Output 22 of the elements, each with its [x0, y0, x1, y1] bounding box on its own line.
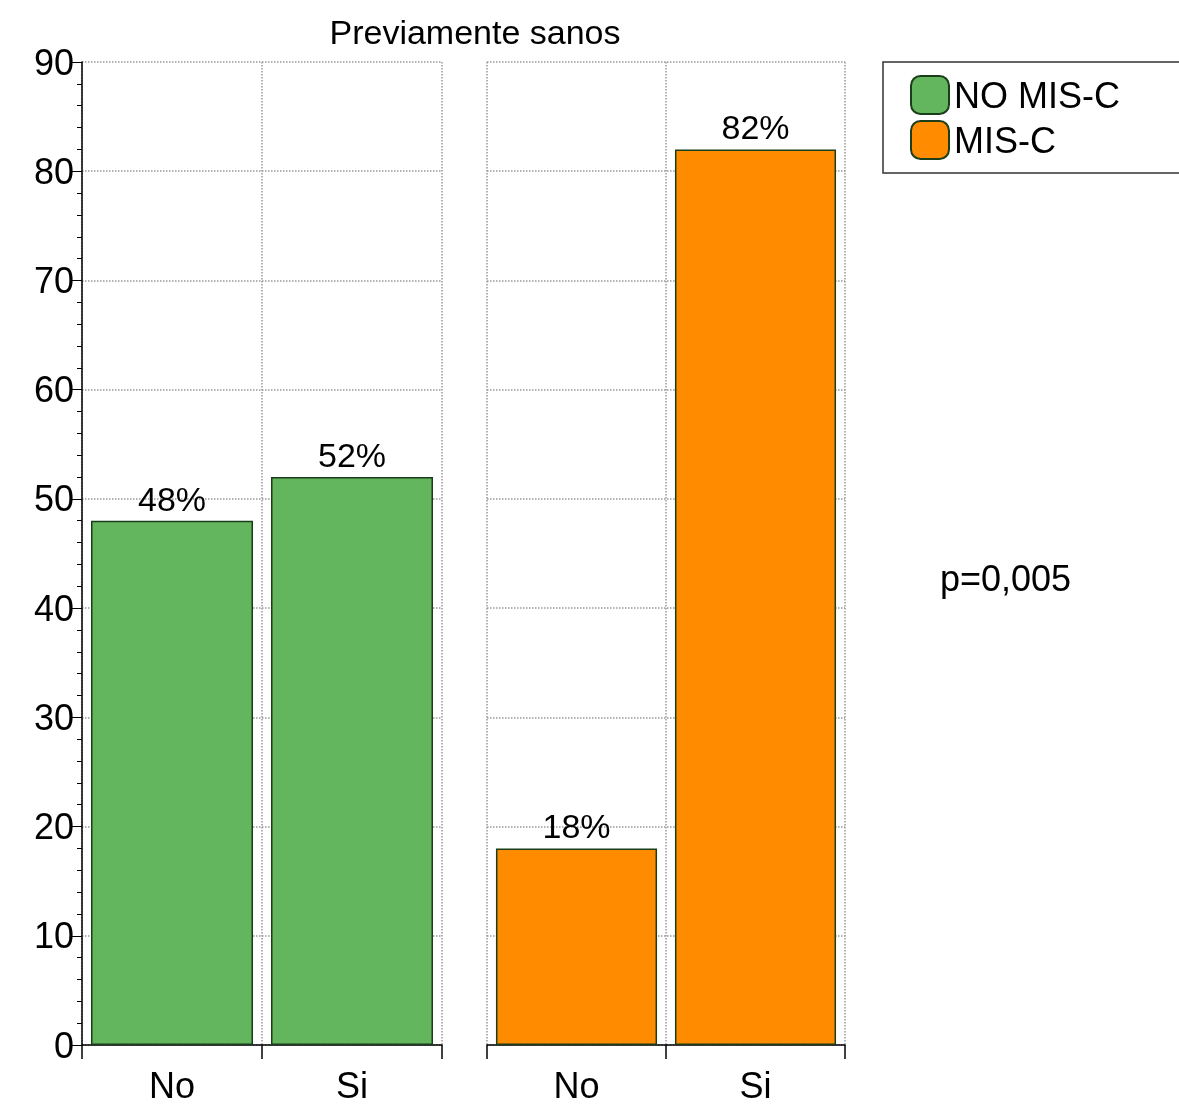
x-tick-label: Si — [739, 1064, 772, 1106]
x-tick-label: No — [148, 1064, 196, 1106]
text: p=0,005 — [940, 557, 1072, 599]
data-label: 82% — [721, 108, 790, 147]
y-tick-label: 50 — [33, 478, 74, 520]
y-tick-label: 20 — [33, 806, 74, 848]
legend-label: NO MIS-C — [954, 74, 1120, 116]
chart-title: Previamente sanos — [329, 13, 621, 51]
y-tick-label: 0 — [53, 1024, 74, 1066]
y-tick-label: 80 — [33, 150, 74, 192]
data-label: 52% — [317, 436, 387, 475]
x-tick-label: No — [553, 1064, 600, 1106]
y-tick-label: 10 — [33, 915, 74, 957]
y-tick-label: 90 — [33, 41, 74, 83]
y-tick-label: 70 — [33, 259, 74, 301]
x-tick-label: Si — [335, 1064, 369, 1106]
data-label: 48% — [137, 479, 207, 518]
data-label: 18% — [542, 807, 611, 846]
y-tick-label: 30 — [33, 696, 74, 738]
y-tick-label: 40 — [33, 587, 74, 629]
y-tick-label: 60 — [33, 369, 74, 411]
legend-label: MIS-C — [954, 119, 1056, 161]
